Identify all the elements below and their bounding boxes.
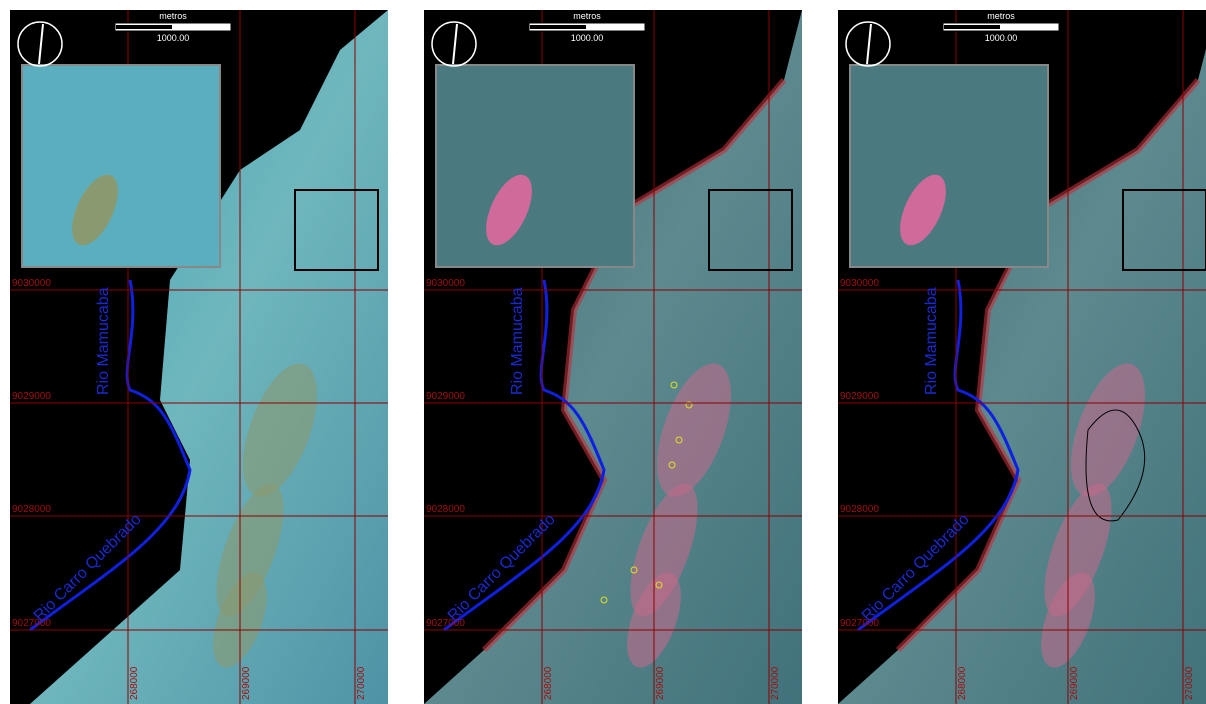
inset xyxy=(436,65,634,267)
easting-label: 269000 xyxy=(1069,666,1080,700)
scale-bar xyxy=(944,25,1000,29)
easting-label: 268000 xyxy=(543,666,554,700)
northing-label: 9029000 xyxy=(840,391,879,402)
scale-length: 1000.00 xyxy=(571,33,604,43)
northing-label: 9028000 xyxy=(426,504,465,515)
northing-label: 9029000 xyxy=(12,391,51,402)
river-label: Rio Mamucaba xyxy=(509,287,526,395)
easting-label: 268000 xyxy=(957,666,968,700)
scale-bar xyxy=(116,25,172,29)
scale-length: 1000.00 xyxy=(157,33,190,43)
northing-label: 9030000 xyxy=(840,278,879,289)
inset xyxy=(850,65,1048,267)
easting-label: 270000 xyxy=(1184,666,1195,700)
northing-label: 9028000 xyxy=(12,504,51,515)
northing-label: 9029000 xyxy=(426,391,465,402)
scale-unit: metros xyxy=(987,11,1015,21)
scale-length: 1000.00 xyxy=(985,33,1018,43)
northing-label: 9028000 xyxy=(840,504,879,515)
page: 9030000902900090280009027000268000269000… xyxy=(0,0,1206,704)
river-label: Rio Mamucaba xyxy=(923,287,940,395)
river-label: Rio Mamucaba xyxy=(95,287,112,395)
inset xyxy=(22,65,220,267)
northing-label: 9030000 xyxy=(426,278,465,289)
scale-unit: metros xyxy=(159,11,187,21)
scale-bar xyxy=(530,25,586,29)
northing-label: 9030000 xyxy=(12,278,51,289)
scale-unit: metros xyxy=(573,11,601,21)
easting-label: 270000 xyxy=(770,666,781,700)
easting-label: 268000 xyxy=(129,666,140,700)
easting-label: 270000 xyxy=(356,666,367,700)
easting-label: 269000 xyxy=(241,666,252,700)
easting-label: 269000 xyxy=(655,666,666,700)
